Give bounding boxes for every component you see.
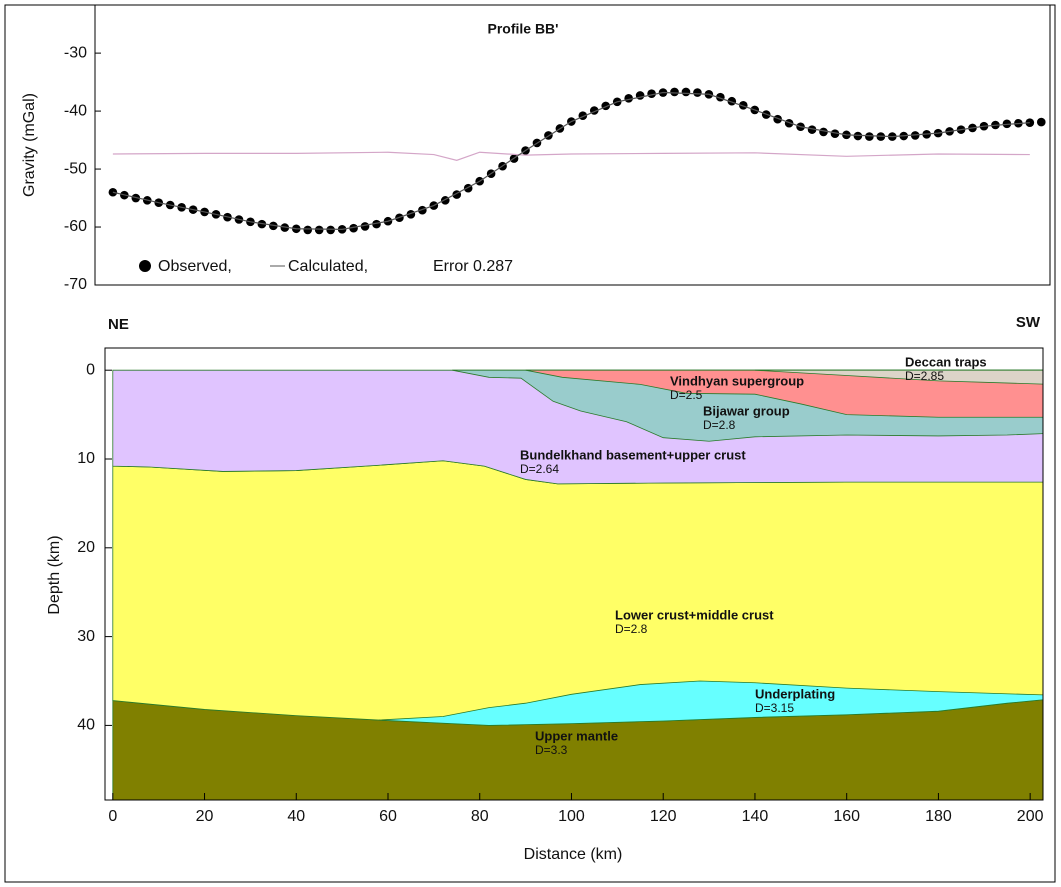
observed-point <box>830 129 840 138</box>
x-tick-label: 40 <box>287 808 305 825</box>
observed-point <box>360 222 370 231</box>
left-label: NE <box>108 316 129 333</box>
x-tick-label: 0 <box>108 808 117 825</box>
cross-section <box>112 369 1043 800</box>
observed-point <box>807 125 817 134</box>
y-tick-label: 40 <box>77 717 95 734</box>
x-tick-label: 80 <box>471 808 489 825</box>
observed-point <box>670 87 679 97</box>
y-tick-label: -60 <box>64 218 87 235</box>
observed-point <box>303 225 313 235</box>
observed-point <box>326 225 335 235</box>
layer <box>378 680 1043 726</box>
layer-name: Bundelkhand basement+upper crust <box>520 447 746 462</box>
layer <box>525 369 1043 418</box>
y-axis-label: Depth (km) <box>46 535 63 614</box>
x-tick-label: 20 <box>196 808 214 825</box>
layer-name: Vindhyan supergroup <box>670 373 804 388</box>
layer-name: Lower crust+middle crust <box>615 607 774 622</box>
x-tick-label: 140 <box>742 808 769 825</box>
observed-point <box>349 223 358 233</box>
layer-name: Bijawar group <box>703 403 790 418</box>
observed-point <box>819 127 828 137</box>
observed-point <box>418 205 427 215</box>
chart-title: Profile BB' <box>487 21 558 37</box>
y-axis-label: Gravity (mGal) <box>21 93 38 197</box>
layer-density: D=3.3 <box>535 743 568 757</box>
observed-point <box>681 87 691 97</box>
y-tick-label: 20 <box>77 539 95 556</box>
observed-point <box>314 225 324 235</box>
observed-point <box>635 91 645 100</box>
x-tick-label: 100 <box>558 808 585 825</box>
observed-point <box>693 88 702 97</box>
observed-point <box>853 131 863 141</box>
x-tick-label: 160 <box>833 808 860 825</box>
y-tick-label: -30 <box>64 44 87 61</box>
line <box>112 151 1030 161</box>
y-tick-label: -50 <box>64 160 87 177</box>
y-tick-label: -40 <box>64 102 87 119</box>
observed-point <box>1025 118 1035 127</box>
observed-point <box>372 219 381 229</box>
legend-marker <box>139 260 151 272</box>
observed-point <box>865 132 874 141</box>
line <box>112 91 1030 230</box>
y-tick-label: 30 <box>77 628 95 645</box>
right-label: SW <box>1016 314 1041 331</box>
layer-name: Deccan traps <box>905 354 987 369</box>
observed-point <box>738 100 748 110</box>
annotation: Error 0.287 <box>433 258 513 275</box>
layer-density: D=2.8 <box>615 622 648 636</box>
y-tick-label: 0 <box>86 361 95 378</box>
x-tick-label: 60 <box>379 808 397 825</box>
x-tick-label: 200 <box>1017 808 1044 825</box>
observed-point <box>1036 117 1046 127</box>
bottom-frame <box>104 347 1044 801</box>
x-axis-label: Distance (km) <box>524 846 623 863</box>
y-tick-label: 10 <box>77 450 95 467</box>
y-tick-label: -70 <box>64 276 87 293</box>
top-frame <box>94 4 1051 286</box>
layer <box>112 460 1043 726</box>
layer-density: D=3.15 <box>755 701 794 715</box>
layer-density: D=2.5 <box>670 388 703 402</box>
layer-density: D=2.64 <box>520 462 559 476</box>
layer-name: Underplating <box>755 686 835 701</box>
x-tick-label: 120 <box>650 808 677 825</box>
layer-name: Upper mantle <box>535 728 618 743</box>
gravity-plot <box>108 87 1046 235</box>
legend-label: Observed, <box>158 258 232 275</box>
layer-density: D=2.8 <box>703 418 736 432</box>
layer <box>754 369 1043 385</box>
layer-density: D=2.85 <box>905 369 944 383</box>
legend-label: Calculated, <box>288 258 368 275</box>
x-tick-label: 180 <box>925 808 952 825</box>
